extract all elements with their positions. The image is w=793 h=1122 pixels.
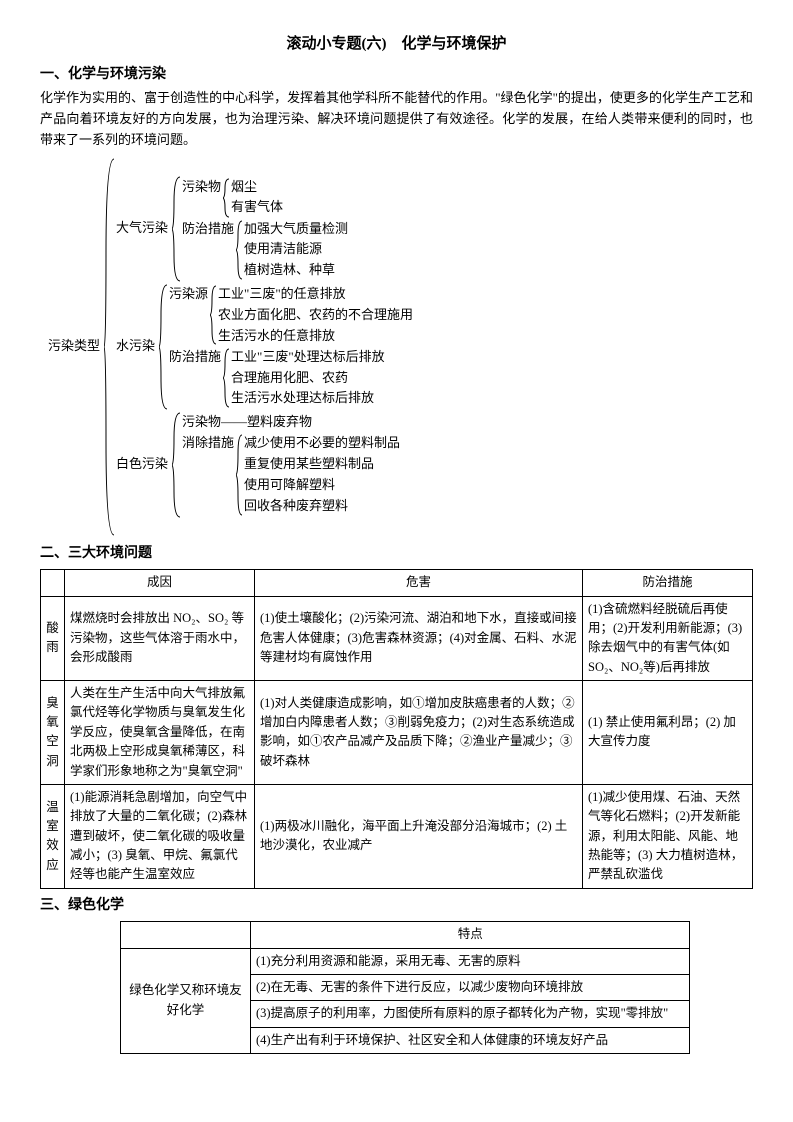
cell-cause: 煤燃烧时会排放出 NO₂、SO₂ 等污染物，这些气体溶于雨水中，会形成酸雨 <box>65 596 255 681</box>
cell-measure: (1)含硫燃料经脱硫后再使用；(2)开发利用新能源；(3)除去烟气中的有害气体(… <box>583 596 753 681</box>
brace-icon <box>172 411 182 519</box>
table-header-row: 成因 危害 防治措施 <box>41 570 753 596</box>
env-problems-table: 成因 危害 防治措施 酸雨 煤燃烧时会排放出 NO₂、SO₂ 等污染物，这些气体… <box>40 569 753 889</box>
row-name: 酸雨 <box>41 596 65 681</box>
air-pollutant-label: 污染物 <box>182 177 223 198</box>
leaf: 合理施用化肥、农药 <box>231 368 385 389</box>
brace-icon <box>223 347 231 409</box>
green-chem-table: 特点 绿色化学又称环境友好化学 (1)充分利用资源和能源，采用无毒、无害的原料 … <box>120 921 690 1054</box>
section3-head: 三、绿色化学 <box>40 895 753 917</box>
brace-icon <box>210 284 218 346</box>
white-label: 白色污染 <box>116 454 172 475</box>
page-title: 滚动小专题(六) 化学与环境保护 <box>40 32 753 56</box>
table-header-row: 特点 <box>121 922 690 948</box>
cell-cause: 人类在生产生活中向大气排放氟氯代烃等化学物质与臭氧发生化学反应，使臭氧含量降低，… <box>65 681 255 785</box>
leaf: 使用清洁能源 <box>244 239 348 260</box>
leaf: 工业"三废"处理达标后排放 <box>231 347 385 368</box>
row-name: 臭氧空洞 <box>41 681 65 785</box>
cell-cause: (1)能源消耗急剧增加，向空气中排放了大量的二氧化碳；(2)森林遭到破坏，使二氧… <box>65 784 255 888</box>
table-row: 绿色化学又称环境友好化学 (1)充分利用资源和能源，采用无毒、无害的原料 <box>121 948 690 974</box>
leaf: 生活污水的任意排放 <box>218 326 413 347</box>
brace-icon <box>223 177 231 219</box>
leaf: 重复使用某些塑料制品 <box>244 454 400 475</box>
cell-harm: (1)对人类健康造成影响，如①增加皮肤癌患者的人数；②增加白内障患者人数；③削弱… <box>255 681 583 785</box>
leaf: 植树造林、种草 <box>244 260 348 281</box>
cell-measure: (1)减少使用煤、石油、天然气等化石燃料；(2)开发新能源，利用太阳能、风能、地… <box>583 784 753 888</box>
green-chem-label: 绿色化学又称环境友好化学 <box>121 948 251 1054</box>
leaf: 使用可降解塑料 <box>244 475 400 496</box>
water-label: 水污染 <box>116 336 159 357</box>
brace-icon <box>159 283 169 411</box>
section1-head: 一、化学与环境污染 <box>40 64 753 86</box>
cell-measure: (1) 禁止使用氟利昂；(2) 加大宣传力度 <box>583 681 753 785</box>
pollution-tree: 污染类型 大气污染 污染物 烟尘 有害气体 防治措 <box>48 157 753 537</box>
air-measure-label: 防治措施 <box>182 219 236 240</box>
brace-icon <box>236 219 244 281</box>
col-measure: 防治措施 <box>583 570 753 596</box>
leaf: 工业"三废"的任意排放 <box>218 284 413 305</box>
air-label: 大气污染 <box>116 218 172 239</box>
leaf: 农业方面化肥、农药的不合理施用 <box>218 305 413 326</box>
tree-root: 污染类型 <box>48 336 104 357</box>
col-harm: 危害 <box>255 570 583 596</box>
leaf: 有害气体 <box>231 197 283 218</box>
section2-head: 二、三大环境问题 <box>40 543 753 565</box>
water-measure-label: 防治措施 <box>169 347 223 368</box>
feature-cell: (4)生产出有利于环境保护、社区安全和人体健康的环境友好产品 <box>251 1027 690 1053</box>
brace-icon <box>172 175 182 283</box>
row-name: 温室效应 <box>41 784 65 888</box>
cell-harm: (1)使土壤酸化；(2)污染河流、湖泊和地下水，直接或间接危害人体健康；(3)危… <box>255 596 583 681</box>
table-row: 臭氧空洞 人类在生产生活中向大气排放氟氯代烃等化学物质与臭氧发生化学反应，使臭氧… <box>41 681 753 785</box>
blank-cell <box>121 922 251 948</box>
cell-harm: (1)两极冰川融化，海平面上升淹没部分沿海城市；(2) 土地沙漠化，农业减产 <box>255 784 583 888</box>
water-source-label: 污染源 <box>169 284 210 305</box>
white-measure-label: 消除措施 <box>182 433 236 454</box>
feature-cell: (3)提高原子的利用率，力图使所有原料的原子都转化为产物，实现"零排放" <box>251 1001 690 1027</box>
col-blank <box>41 570 65 596</box>
brace-icon <box>104 157 116 537</box>
leaf: 烟尘 <box>231 177 283 198</box>
leaf: 加强大气质量检测 <box>244 219 348 240</box>
leaf: 生活污水处理达标后排放 <box>231 388 385 409</box>
feature-cell: (1)充分利用资源和能源，采用无毒、无害的原料 <box>251 948 690 974</box>
feature-cell: (2)在无毒、无害的条件下进行反应，以减少废物向环境排放 <box>251 974 690 1000</box>
brace-icon <box>236 433 244 517</box>
section1-intro: 化学作为实用的、富于创造性的中心科学，发挥着其他学科所不能替代的作用。"绿色化学… <box>40 88 753 150</box>
col-cause: 成因 <box>65 570 255 596</box>
table-row: 温室效应 (1)能源消耗急剧增加，向空气中排放了大量的二氧化碳；(2)森林遭到破… <box>41 784 753 888</box>
leaf: 回收各种废弃塑料 <box>244 496 400 517</box>
leaf: 减少使用不必要的塑料制品 <box>244 433 400 454</box>
col-feature: 特点 <box>251 922 690 948</box>
white-pollutant: 污染物——塑料废弃物 <box>182 412 400 433</box>
table-row: 酸雨 煤燃烧时会排放出 NO₂、SO₂ 等污染物，这些气体溶于雨水中，会形成酸雨… <box>41 596 753 681</box>
